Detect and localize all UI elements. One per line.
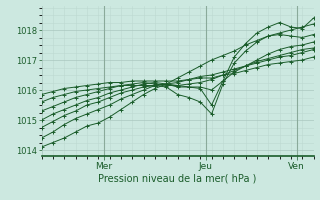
X-axis label: Pression niveau de la mer( hPa ): Pression niveau de la mer( hPa ) <box>99 173 257 183</box>
